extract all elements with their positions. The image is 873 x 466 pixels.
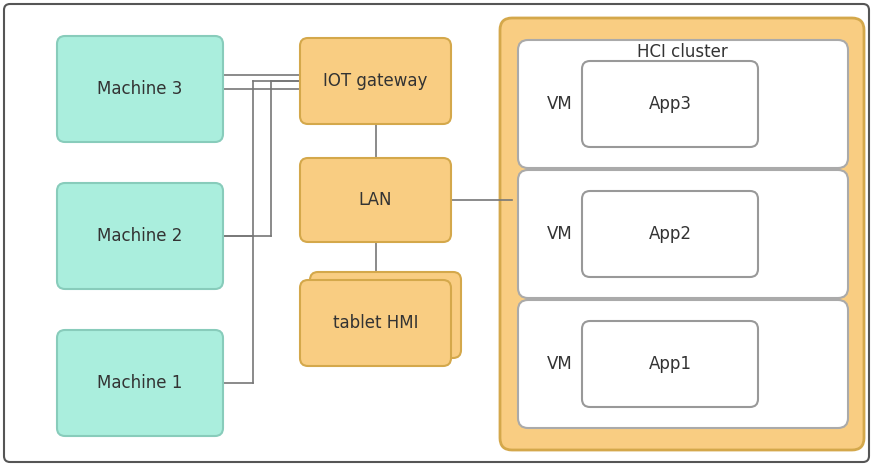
Text: VM: VM <box>547 355 573 373</box>
Text: tablet HMI: tablet HMI <box>333 314 418 332</box>
FancyBboxPatch shape <box>57 36 223 142</box>
Text: Machine 1: Machine 1 <box>97 374 182 392</box>
Text: Machine 3: Machine 3 <box>97 80 182 98</box>
Text: VM: VM <box>547 225 573 243</box>
Text: App1: App1 <box>649 355 691 373</box>
FancyBboxPatch shape <box>300 280 451 366</box>
Text: App2: App2 <box>649 225 691 243</box>
FancyBboxPatch shape <box>582 191 758 277</box>
Text: IOT gateway: IOT gateway <box>323 72 428 90</box>
Text: LAN: LAN <box>359 191 392 209</box>
FancyBboxPatch shape <box>500 18 864 450</box>
FancyBboxPatch shape <box>300 38 451 124</box>
FancyBboxPatch shape <box>518 40 848 168</box>
Text: App3: App3 <box>649 95 691 113</box>
FancyBboxPatch shape <box>57 330 223 436</box>
FancyBboxPatch shape <box>300 158 451 242</box>
FancyBboxPatch shape <box>582 321 758 407</box>
Text: Machine 2: Machine 2 <box>97 227 182 245</box>
FancyBboxPatch shape <box>4 4 869 462</box>
FancyBboxPatch shape <box>518 170 848 298</box>
FancyBboxPatch shape <box>582 61 758 147</box>
FancyBboxPatch shape <box>57 183 223 289</box>
Text: VM: VM <box>547 95 573 113</box>
FancyBboxPatch shape <box>518 300 848 428</box>
Text: HCI cluster: HCI cluster <box>636 43 727 61</box>
FancyBboxPatch shape <box>310 272 461 358</box>
